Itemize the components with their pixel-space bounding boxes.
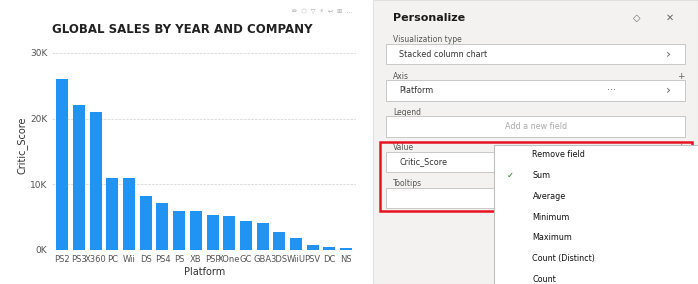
Text: Visualization type: Visualization type — [393, 36, 461, 45]
Text: ›: › — [666, 84, 671, 97]
Bar — [123, 178, 135, 250]
Text: Stacked column chart: Stacked column chart — [399, 50, 487, 59]
Bar — [57, 79, 68, 250]
Text: Maximum: Maximum — [533, 233, 572, 242]
Text: Critic_Score: Critic_Score — [399, 157, 447, 166]
Text: ✕: ✕ — [666, 13, 674, 23]
Bar — [207, 215, 218, 250]
FancyBboxPatch shape — [387, 188, 685, 208]
Text: Personalize: Personalize — [393, 13, 465, 23]
FancyBboxPatch shape — [387, 152, 685, 172]
Text: ✏  ⬡  ▽  ⚡  ↩  ⊞  …: ✏ ⬡ ▽ ⚡ ↩ ⊞ … — [292, 9, 352, 14]
Text: Axis: Axis — [393, 72, 409, 81]
Bar — [323, 247, 335, 250]
Bar — [90, 112, 102, 250]
Text: Legend: Legend — [393, 108, 421, 117]
Text: ›: › — [666, 48, 671, 61]
Bar — [106, 178, 119, 250]
Text: ✓: ✓ — [507, 171, 514, 180]
Text: GLOBAL SALES BY YEAR AND COMPANY: GLOBAL SALES BY YEAR AND COMPANY — [52, 23, 313, 36]
Bar — [173, 210, 185, 250]
Text: Minimum: Minimum — [533, 213, 570, 222]
Text: ›: › — [666, 155, 671, 168]
Bar — [190, 210, 202, 250]
Text: Remove field: Remove field — [533, 151, 586, 159]
Text: Value: Value — [393, 143, 414, 152]
FancyBboxPatch shape — [493, 145, 698, 284]
Text: Count: Count — [533, 275, 556, 284]
Text: ◇: ◇ — [633, 13, 641, 23]
Text: ···: ··· — [607, 157, 616, 167]
Text: Sum: Sum — [533, 171, 551, 180]
Text: +: + — [678, 72, 685, 81]
Bar — [156, 203, 168, 250]
Y-axis label: Critic_Score: Critic_Score — [17, 116, 27, 174]
Text: Add a new field: Add a new field — [505, 122, 567, 131]
X-axis label: Platform: Platform — [184, 267, 225, 277]
Bar — [306, 245, 318, 250]
Bar — [493, 186, 698, 207]
Bar — [273, 232, 285, 250]
Bar — [240, 221, 252, 250]
Bar — [140, 196, 151, 250]
Text: Tooltips: Tooltips — [393, 179, 422, 188]
Bar — [73, 105, 85, 250]
Bar — [257, 223, 269, 250]
Text: Add a new field: Add a new field — [505, 193, 567, 202]
Text: Count (Distinct): Count (Distinct) — [533, 254, 595, 263]
Text: ···: ··· — [607, 85, 616, 95]
Text: +: + — [678, 143, 685, 152]
Bar — [340, 248, 352, 250]
FancyBboxPatch shape — [387, 80, 685, 101]
Text: Average: Average — [533, 192, 565, 201]
Text: Platform: Platform — [399, 86, 433, 95]
FancyBboxPatch shape — [387, 44, 685, 64]
Bar — [290, 238, 302, 250]
FancyBboxPatch shape — [387, 116, 685, 137]
Bar — [223, 216, 235, 250]
